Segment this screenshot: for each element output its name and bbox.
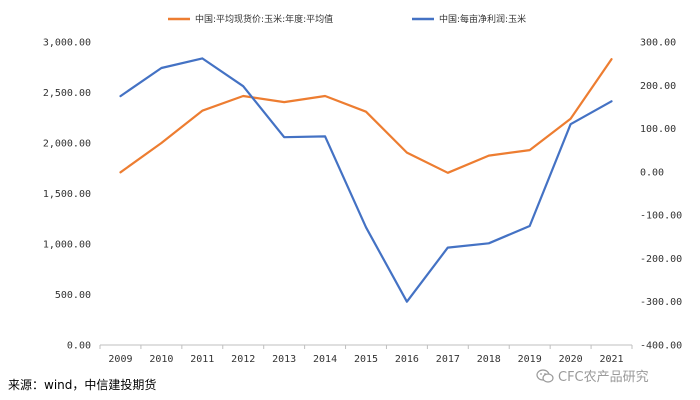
x-tick-label: 2012: [231, 354, 255, 365]
watermark: CFC农产品研究: [536, 366, 649, 385]
x-tick-label: 2013: [272, 354, 296, 365]
right-tick-label: 300.00: [640, 38, 676, 49]
plot-area: [119, 57, 613, 303]
x-tick-label: 2019: [518, 354, 542, 365]
right-tick-label: 0.00: [640, 167, 664, 178]
x-tick-label: 2016: [395, 354, 419, 365]
left-tick-label: 2,000.00: [43, 139, 91, 150]
right-tick-label: -300.00: [640, 297, 682, 308]
x-tick-label: 2014: [313, 354, 337, 365]
x-tick-label: 2009: [108, 354, 132, 365]
left-tick-label: 0.00: [67, 341, 91, 352]
right-tick-label: -200.00: [640, 254, 682, 265]
right-tick-label: -400.00: [640, 341, 682, 352]
left-tick-label: 1,500.00: [43, 189, 91, 200]
series-line-2: [119, 57, 613, 303]
source-note: 来源：wind，中信建投期货: [8, 378, 157, 392]
x-tick-label: 2018: [477, 354, 501, 365]
right-tick-label: -100.00: [640, 211, 682, 222]
series-line-1: [119, 58, 613, 174]
legend: 中国:平均现货价:玉米:年度:平均值 中国:每亩净利润:玉米: [168, 13, 526, 25]
legend-label-2: 中国:每亩净利润:玉米: [439, 13, 526, 25]
x-tick-label: 2020: [559, 354, 583, 365]
right-tick-label: 200.00: [640, 81, 676, 92]
left-tick-label: 3,000.00: [43, 38, 91, 49]
left-tick-label: 2,500.00: [43, 88, 91, 99]
axes: 2009 2010 2011 2012 2013 2014 2015 2016 2017 2018…: [43, 38, 682, 366]
right-tick-label: 100.00: [640, 124, 676, 135]
left-tick-label: 500.00: [55, 290, 91, 301]
x-tick-label: 2021: [599, 354, 623, 365]
legend-label-1: 中国:平均现货价:玉米:年度:平均值: [195, 13, 333, 25]
wechat-icon: [536, 368, 554, 383]
x-tick-label: 2011: [190, 354, 214, 365]
x-tick-label: 2017: [436, 354, 460, 365]
x-tick-label: 2010: [149, 354, 173, 365]
x-tick-label: 2015: [354, 354, 378, 365]
watermark-text: CFC农产品研究: [558, 370, 649, 385]
left-tick-label: 1,000.00: [43, 240, 91, 251]
